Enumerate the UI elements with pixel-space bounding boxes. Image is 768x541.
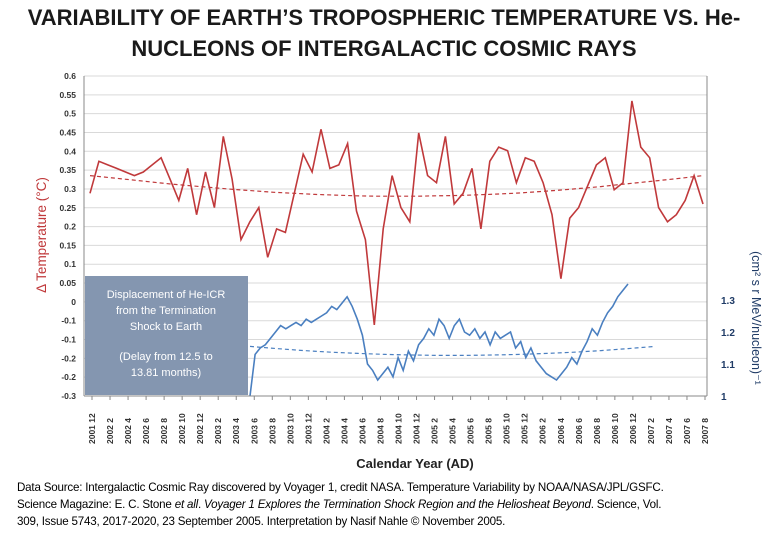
x-tick-label: 2006 4 xyxy=(556,418,566,444)
y-left-tick-label: 0.05 xyxy=(59,278,76,288)
y-left-tick-label: 0 xyxy=(71,297,76,307)
chart-axes xyxy=(83,76,708,400)
cosmic-ray-series-line xyxy=(249,283,629,397)
x-axis-title: Calendar Year (AD) xyxy=(356,456,474,471)
x-tick-label: 2002 4 xyxy=(123,418,133,444)
y-left-tick-label: 0.4 xyxy=(64,146,76,156)
source-line-2a: Science Magazine: E. C. Stone xyxy=(17,498,175,511)
cosmic-ray-trend-line xyxy=(249,345,656,356)
x-tick-label: 2005 2 xyxy=(430,418,440,444)
source-line-2: Science Magazine: E. C. Stone et all. Vo… xyxy=(17,496,762,513)
source-line-2c: . xyxy=(198,498,205,511)
x-tick-label: 2007 2 xyxy=(646,418,656,444)
y-right-tick-label: 1.2 xyxy=(721,328,735,339)
x-tick-label: 2003 12 xyxy=(303,413,313,444)
overlay-rect xyxy=(85,276,248,395)
y-left-tick-label: -0.2 xyxy=(61,372,76,382)
x-tick-label: 2004 6 xyxy=(357,418,367,444)
chart-labels: 0.6 0.55 0.5 0.45 0.4 0.35 0.3 0.25 0.2 0.15 0.1 0.… xyxy=(34,71,763,471)
x-tick-label: 2006 10 xyxy=(610,413,620,444)
y-right-tick-label: 1.1 xyxy=(721,360,735,371)
source-line-2b: et all xyxy=(174,498,198,511)
y-left-tick-label: -0.1 xyxy=(61,335,76,345)
x-tick-label: 2002 10 xyxy=(177,413,187,444)
overlay-text-line-3: Shock to Earth xyxy=(130,321,202,333)
y-right-tick-label: 1.3 xyxy=(721,296,735,307)
x-tick-label: 2006 6 xyxy=(574,418,584,444)
x-tick-label: 2006 2 xyxy=(538,418,548,444)
x-tick-label: 2003 8 xyxy=(267,418,277,444)
y-left-tick-label: 0.6 xyxy=(64,71,76,81)
x-tick-label: 2007 6 xyxy=(682,418,692,444)
x-tick-label: 2007 8 xyxy=(700,418,710,444)
y-right-axis-title: (cm² s r MeV/nucleon)⁻¹ xyxy=(749,251,763,385)
source-line-2e: . Science, Vol. xyxy=(590,498,662,511)
source-line-1: Data Source: Intergalactic Cosmic Ray di… xyxy=(17,481,664,494)
x-tick-label: 2005 4 xyxy=(448,418,458,444)
x-tick-label: 2003 10 xyxy=(285,413,295,444)
x-tick-label: 2003 6 xyxy=(249,418,259,444)
x-tick-label: 2001 12 xyxy=(87,413,97,444)
x-tick-label: 2006 12 xyxy=(628,413,638,444)
y-left-tick-label: 0.5 xyxy=(64,109,76,119)
x-tick-label: 2002 6 xyxy=(141,418,151,444)
x-tick-label: 2003 2 xyxy=(213,418,223,444)
y-left-tick-label: 0.25 xyxy=(59,203,76,213)
y-left-tick-label: 0.1 xyxy=(64,259,76,269)
source-line-2d: Voyager 1 Explores the Termination Shock… xyxy=(204,498,591,511)
x-tick-label: 2003 4 xyxy=(231,418,241,444)
chart-title-line1: VARIABILITY OF EARTH’S TROPOSPHERIC TEMP… xyxy=(27,5,741,30)
overlay-text-line-4: (Delay from 12.5 to xyxy=(119,351,213,363)
x-tick-label: 2005 10 xyxy=(502,413,512,444)
y-left-tick-label: -0.2 xyxy=(61,353,76,363)
overlay-text-line-2: from the Termination xyxy=(116,305,216,317)
data-source-note: Data Source: Intergalactic Cosmic Ray di… xyxy=(17,479,762,530)
y-left-tick-label: 0.15 xyxy=(59,240,76,250)
x-tick-label: 2004 4 xyxy=(339,418,349,444)
x-tick-label: 2005 12 xyxy=(520,413,530,444)
x-tick-label: 2004 12 xyxy=(412,413,422,444)
y-left-tick-label: 0.3 xyxy=(64,184,76,194)
overlay-text-line-1: Displacement of He-ICR xyxy=(107,289,226,301)
overlay-text-line-5: 13.81 months) xyxy=(131,367,201,379)
y-left-tick-label: 0.35 xyxy=(59,165,76,175)
x-tick-label: 2002 8 xyxy=(159,418,169,444)
y-left-axis-title: Δ Temperature (°C) xyxy=(34,177,49,293)
temperature-series-line xyxy=(89,100,704,325)
x-tick-label: 2006 8 xyxy=(592,418,602,444)
temperature-trend-line xyxy=(89,175,704,197)
x-tick-label: 2004 8 xyxy=(375,418,385,444)
chart-series xyxy=(89,100,704,397)
y-left-tick-label: 0.45 xyxy=(59,127,76,137)
source-line-3: 309, Issue 5743, 2017-2020, 23 September… xyxy=(17,515,506,528)
x-tick-label: 2007 4 xyxy=(664,418,674,444)
chart-title: VARIABILITY OF EARTH’S TROPOSPHERIC TEMP… xyxy=(0,2,768,64)
chart-title-line2: NUCLEONS OF INTERGALACTIC COSMIC RAYS xyxy=(131,36,637,61)
y-left-tick-label: 0.55 xyxy=(59,90,76,100)
x-tick-label: 2002 12 xyxy=(195,413,205,444)
y-left-tick-label: 0.2 xyxy=(64,222,76,232)
x-tick-label: 2005 8 xyxy=(484,418,494,444)
y-left-tick-label: -0.3 xyxy=(61,391,76,401)
x-tick-label: 2005 6 xyxy=(466,418,476,444)
y-left-tick-label: -0.1 xyxy=(61,316,76,326)
overlay-box: Displacement of He-ICR from the Terminati… xyxy=(85,276,248,395)
y-right-tick-label: 1 xyxy=(721,392,727,403)
x-tick-label: 2004 2 xyxy=(321,418,331,444)
x-tick-label: 2004 10 xyxy=(394,413,404,444)
x-tick-label: 2002 2 xyxy=(105,418,115,444)
chart-canvas: Displacement of He-ICR from the Terminati… xyxy=(34,71,763,471)
